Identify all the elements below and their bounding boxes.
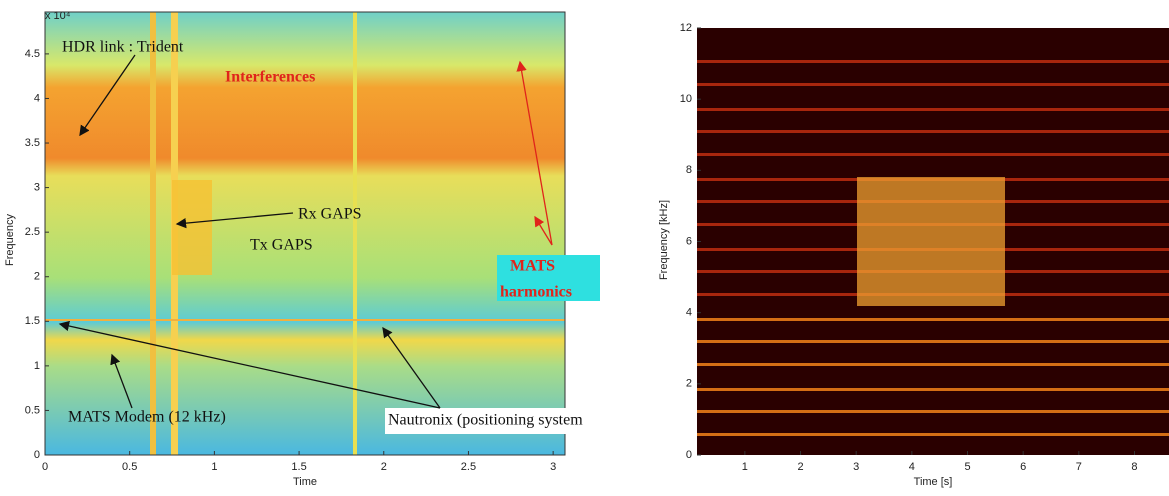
vertical-stripe <box>150 12 156 455</box>
band <box>697 318 1169 321</box>
band <box>697 83 1169 86</box>
arrow <box>534 215 553 246</box>
y-axis-label: Frequency <box>4 214 16 266</box>
annotation: MATS <box>510 258 555 275</box>
x-tick-label: 3 <box>853 461 859 473</box>
x-tick-label: 4 <box>909 461 915 473</box>
arrow <box>79 54 136 137</box>
arrow <box>110 353 133 409</box>
y-tick-label: 10 <box>680 93 692 105</box>
burst-region <box>857 177 1005 306</box>
y-tick-label: 2 <box>34 271 40 283</box>
y-tick-label: 0 <box>686 449 692 461</box>
band <box>697 363 1169 366</box>
x-tick-label: 0 <box>42 461 48 473</box>
x-tick-label: 1.5 <box>291 461 306 473</box>
band <box>697 388 1169 391</box>
x-axis-label: Time <box>293 476 317 488</box>
label-background <box>385 408 650 434</box>
band <box>697 130 1169 133</box>
y-tick-label: 0 <box>34 449 40 461</box>
label-background <box>497 255 600 301</box>
arrow <box>58 320 441 409</box>
y-tick-label: 0.5 <box>25 404 40 416</box>
arrow <box>382 326 441 409</box>
annotation: MATS Modem (12 kHz) <box>68 409 226 426</box>
band <box>697 410 1169 413</box>
left-plot: x 10⁴ Time Frequency HDR link : Trident … <box>4 10 650 488</box>
y-tick-label: 4.5 <box>25 48 40 60</box>
right-plot: Time [s] Frequency [kHz] <box>658 28 1169 488</box>
x-tick-label: 5 <box>964 461 970 473</box>
y-axis-label: Frequency [kHz] <box>658 200 670 280</box>
y-tick-label: 3 <box>34 182 40 194</box>
annotation: Tx GAPS <box>250 237 313 254</box>
x-tick-label: 2.5 <box>461 461 476 473</box>
x-tick-label: 6 <box>1020 461 1026 473</box>
y-tick-label: 1.5 <box>25 315 40 327</box>
band <box>697 433 1169 436</box>
y-tick-label: 4 <box>34 92 40 104</box>
x-tick-label: 1 <box>742 461 748 473</box>
y-tick-label: 3.5 <box>25 137 40 149</box>
annotation: HDR link : Trident <box>62 39 184 56</box>
x-tick-label: 0.5 <box>122 461 137 473</box>
annotation: harmonics <box>500 284 572 301</box>
band <box>697 60 1169 63</box>
x-tick-label: 2 <box>381 461 387 473</box>
y-multiplier: x 10⁴ <box>45 10 71 22</box>
y-tick-label: 8 <box>686 164 692 176</box>
gaps-region <box>172 180 212 275</box>
x-tick-label: 3 <box>550 461 556 473</box>
arrow <box>516 60 553 246</box>
band <box>697 340 1169 343</box>
x-tick-label: 1 <box>211 461 217 473</box>
y-tick-label: 6 <box>686 235 692 247</box>
y-tick-label: 1 <box>34 360 40 372</box>
y-tick-label: 12 <box>680 22 692 34</box>
plot-frame <box>44 11 566 456</box>
annotation: Nautronix (positioning system <box>388 412 583 429</box>
band <box>697 153 1169 156</box>
arrow <box>175 212 294 229</box>
y-tick-label: 2 <box>686 378 692 390</box>
x-axis-label: Time [s] <box>914 476 953 488</box>
x-tick-label: 7 <box>1076 461 1082 473</box>
spectrogram-image <box>45 12 565 455</box>
band <box>697 108 1169 111</box>
y-tick-label: 4 <box>686 307 692 319</box>
x-tick-label: 8 <box>1131 461 1137 473</box>
annotation: Rx GAPS <box>298 206 362 223</box>
x-tick-label: 2 <box>797 461 803 473</box>
vertical-stripe <box>353 12 357 455</box>
y-tick-label: 2.5 <box>25 226 40 238</box>
annotation: Interferences <box>225 69 315 86</box>
